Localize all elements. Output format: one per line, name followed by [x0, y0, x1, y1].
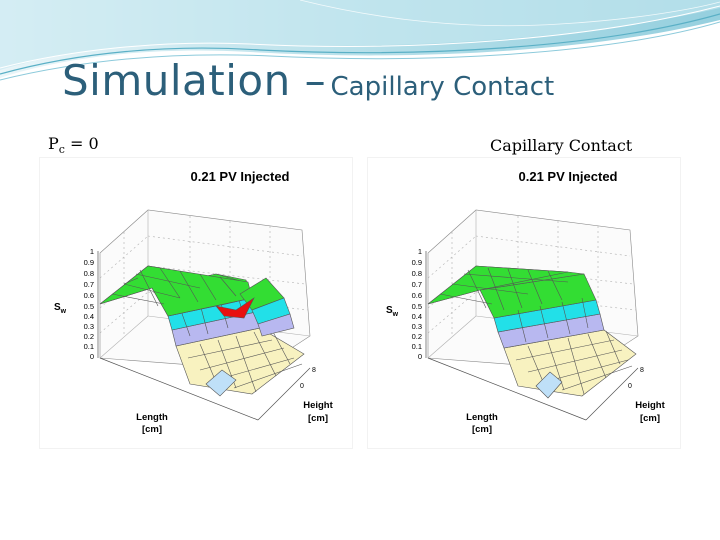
z-tick: 0.5 — [84, 302, 94, 311]
z-tick: 0.8 — [84, 269, 94, 278]
surface-light-blue-patch — [205, 369, 237, 397]
height-tick: 8 — [640, 367, 644, 374]
z-axis-label: Sw — [386, 305, 399, 318]
z-axis: 1 0.9 0.8 0.7 0.6 0.5 0.4 0.3 0.2 0.1 0 — [84, 247, 99, 361]
plot-title: 0.21 PV Injected — [191, 169, 290, 184]
title-main: Simulation – — [62, 56, 327, 105]
height-axis-label: Height — [635, 400, 665, 411]
surface-plot-left: 0.21 PV Injected 1 0.9 0.8 0.7 0.6 — [40, 158, 352, 448]
z-tick: 0.1 — [84, 342, 94, 351]
title-sub: Capillary Contact — [330, 72, 555, 102]
z-axis-label: Sw — [54, 302, 67, 315]
header-wave-decoration — [0, 0, 720, 81]
z-tick: 0.9 — [84, 258, 94, 267]
z-tick: 0.7 — [84, 280, 94, 289]
surface-red-peak — [215, 297, 255, 319]
z-tick: 0.3 — [84, 322, 94, 331]
length-axis-unit: [cm] — [142, 424, 162, 435]
height-tick: 0 — [300, 383, 304, 390]
z-tick: 0.8 — [412, 269, 422, 278]
pc-value: = 0 — [64, 134, 99, 153]
slide-title: Simulation – Capillary Contact — [62, 56, 554, 105]
z-tick: 0.6 — [412, 291, 422, 300]
height-axis-label: Height — [303, 400, 333, 411]
surface-plot-right: 0.21 PV Injected 1 0.9 0.8 0.7 0.6 0.5 — [368, 158, 680, 448]
length-axis-unit: [cm] — [472, 424, 492, 435]
height-tick: 0 — [628, 383, 632, 390]
z-tick: 0.2 — [84, 332, 94, 341]
length-axis-label: Length — [466, 412, 498, 423]
base-axes — [427, 357, 639, 421]
height-axis-unit: [cm] — [308, 413, 328, 424]
surface-light-blue-patch — [535, 371, 563, 399]
pc-subscript: c — [58, 143, 65, 157]
z-tick: 0.2 — [412, 332, 422, 341]
z-tick: 0 — [90, 352, 94, 361]
plot-title: 0.21 PV Injected — [519, 169, 618, 184]
length-axis-label: Length — [136, 412, 168, 423]
left-panel-label: Pc = 0 — [48, 134, 99, 156]
z-tick: 0.9 — [412, 258, 422, 267]
z-tick: 1 — [418, 247, 422, 256]
base-axes — [99, 357, 311, 421]
surface-mesh — [427, 265, 637, 399]
z-tick: 0.5 — [412, 302, 422, 311]
z-tick: 0.1 — [412, 342, 422, 351]
z-tick: 0.6 — [84, 291, 94, 300]
height-axis-unit: [cm] — [640, 413, 660, 424]
z-tick: 0.4 — [84, 312, 94, 321]
pc-symbol: P — [48, 134, 59, 153]
z-axis: 1 0.9 0.8 0.7 0.6 0.5 0.4 0.3 0.2 0.1 0 — [412, 247, 427, 361]
z-tick: 0.4 — [412, 312, 422, 321]
z-tick: 0.7 — [412, 280, 422, 289]
z-tick: 0 — [418, 352, 422, 361]
surface-mesh — [99, 265, 305, 397]
z-tick: 0.3 — [412, 322, 422, 331]
right-panel-label: Capillary Contact — [490, 136, 633, 155]
z-tick: 1 — [90, 247, 94, 256]
height-tick: 8 — [312, 367, 316, 374]
